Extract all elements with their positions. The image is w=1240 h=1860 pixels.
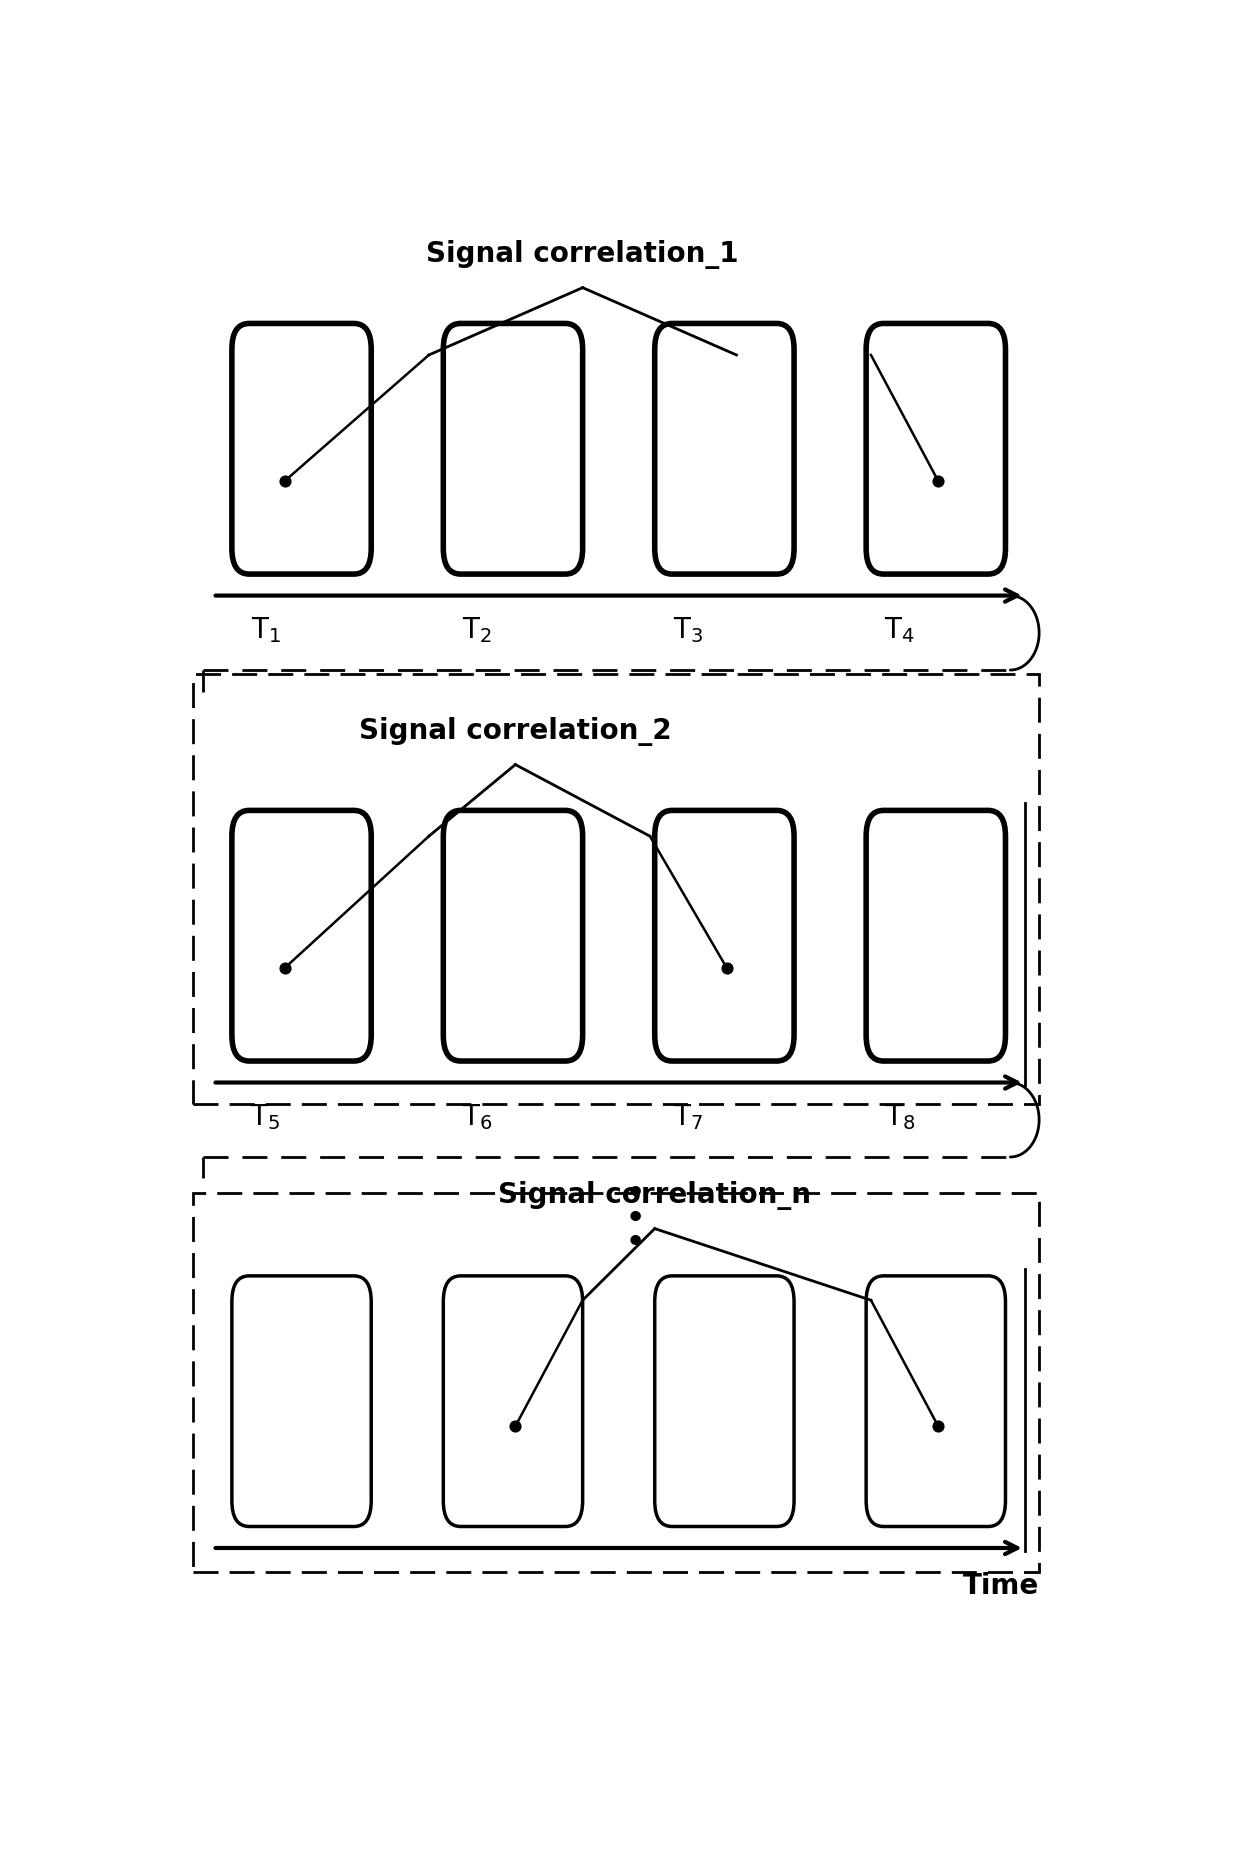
FancyBboxPatch shape xyxy=(444,324,583,575)
Text: T$_8$: T$_8$ xyxy=(884,1103,915,1133)
FancyBboxPatch shape xyxy=(232,324,371,575)
Text: •: • xyxy=(625,1226,646,1259)
FancyBboxPatch shape xyxy=(655,811,794,1060)
FancyBboxPatch shape xyxy=(866,1276,1006,1527)
FancyBboxPatch shape xyxy=(232,1276,371,1527)
Text: T$_7$: T$_7$ xyxy=(673,1103,703,1133)
Text: Signal correlation_2: Signal correlation_2 xyxy=(360,716,672,746)
FancyBboxPatch shape xyxy=(232,811,371,1060)
FancyBboxPatch shape xyxy=(444,1276,583,1527)
Point xyxy=(506,1412,526,1442)
FancyBboxPatch shape xyxy=(866,324,1006,575)
Text: T$_3$: T$_3$ xyxy=(673,616,703,645)
Text: Time: Time xyxy=(962,1572,1039,1600)
Text: T$_5$: T$_5$ xyxy=(250,1103,280,1133)
Text: Signal correlation_n: Signal correlation_n xyxy=(498,1181,811,1211)
Text: T$_6$: T$_6$ xyxy=(461,1103,492,1133)
Text: •: • xyxy=(625,1202,646,1235)
Point xyxy=(275,467,295,497)
Text: T$_2$: T$_2$ xyxy=(463,616,492,645)
FancyBboxPatch shape xyxy=(866,811,1006,1060)
Point xyxy=(275,952,295,982)
Bar xyxy=(193,1192,1039,1572)
Text: T$_4$: T$_4$ xyxy=(884,616,915,645)
Text: T$_1$: T$_1$ xyxy=(250,616,280,645)
Point xyxy=(929,467,949,497)
Point xyxy=(717,952,737,982)
Text: •: • xyxy=(625,1177,646,1211)
FancyBboxPatch shape xyxy=(655,1276,794,1527)
FancyBboxPatch shape xyxy=(444,811,583,1060)
Bar xyxy=(193,675,1039,1105)
Text: Signal correlation_1: Signal correlation_1 xyxy=(427,240,739,270)
Point xyxy=(929,1412,949,1442)
FancyBboxPatch shape xyxy=(655,324,794,575)
